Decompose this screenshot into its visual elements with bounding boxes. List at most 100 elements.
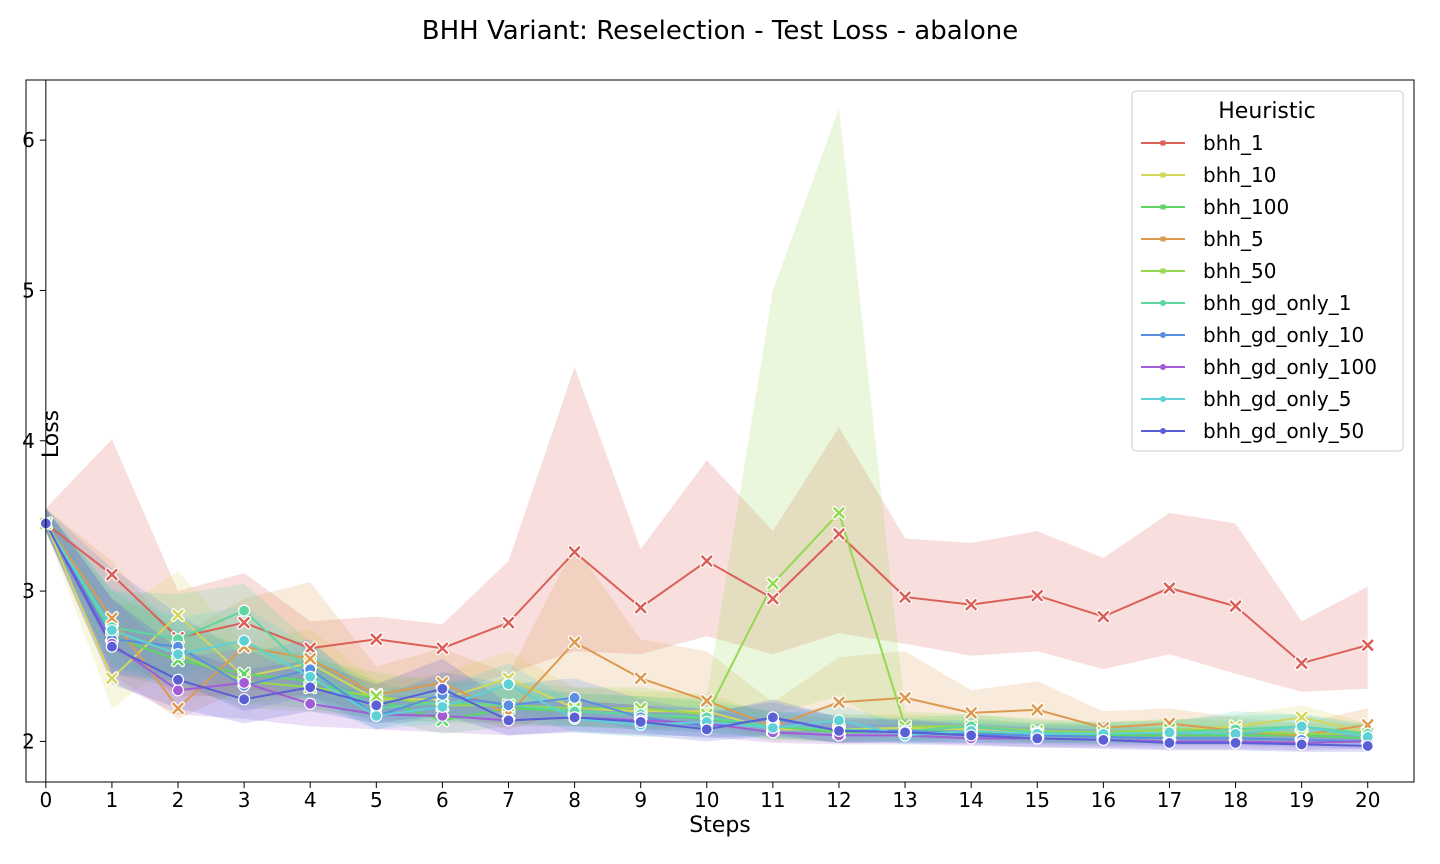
- x-tick-label-15: 15: [1025, 788, 1050, 812]
- y-tick-label-2: 2: [22, 729, 35, 753]
- legend-label-bhh_10: bhh_10: [1203, 163, 1277, 187]
- x-tick-label-8: 8: [568, 788, 581, 812]
- legend-marker-bhh_50: [1160, 268, 1166, 274]
- legend-marker-bhh_10: [1160, 172, 1166, 178]
- point-bhh_gd_only_100-4: [304, 697, 317, 710]
- x-axis-title: Steps: [689, 813, 751, 838]
- legend-marker-bhh_100: [1160, 204, 1166, 210]
- legend-title: Heuristic: [1218, 99, 1315, 124]
- legend-label-bhh_50: bhh_50: [1203, 259, 1277, 283]
- point-bhh_1-4: [303, 641, 318, 656]
- point-bhh_5-10: [699, 693, 714, 708]
- point-bhh_1-10: [699, 554, 714, 569]
- point-bhh_gd_only_5-6: [436, 700, 449, 713]
- x-tick-label-14: 14: [958, 788, 983, 812]
- chart-title: BHH Variant: Reselection - Test Loss - a…: [422, 16, 1019, 46]
- legend-marker-bhh_gd_only_1: [1160, 300, 1166, 306]
- x-tick-label-18: 18: [1223, 788, 1248, 812]
- point-bhh_1-14: [964, 597, 979, 612]
- point-bhh_gd_only_50-6: [436, 682, 449, 695]
- legend-marker-bhh_5: [1160, 236, 1166, 242]
- point-bhh_gd_only_5-17: [1163, 726, 1176, 739]
- legend-box: [1131, 90, 1404, 452]
- legend-label-bhh_gd_only_100: bhh_gd_only_100: [1203, 355, 1377, 379]
- point-bhh_5-14: [964, 705, 979, 720]
- point-bhh_gd_only_10-7: [502, 699, 515, 712]
- legend-entry-bhh_10: bhh_10: [1141, 163, 1277, 187]
- point-bhh_1-15: [1030, 588, 1045, 603]
- point-bhh_1-19: [1294, 656, 1309, 671]
- legend-marker-bhh_gd_only_50: [1160, 428, 1166, 434]
- point-bhh_gd_only_100-2: [171, 684, 185, 697]
- point-bhh_5-4: [303, 651, 318, 666]
- x-tick-label-12: 12: [826, 788, 851, 812]
- series-markers: [38, 505, 1375, 753]
- point-bhh_1-20: [1360, 638, 1375, 653]
- legend-label-bhh_1: bhh_1: [1203, 131, 1264, 155]
- point-bhh_gd_only_50-8: [568, 711, 581, 724]
- point-bhh_1-5: [369, 632, 384, 647]
- point-bhh_5-8: [567, 635, 582, 650]
- legend-label-bhh_100: bhh_100: [1203, 195, 1289, 219]
- band-bhh_gd_only_1: [45, 508, 1368, 743]
- legend-entry-bhh_1: bhh_1: [1141, 131, 1264, 155]
- x-axis-ticks: 0 1 2 3 4 5 6 7 8 9 10 11 12 13 14 15 16 17 18 19 20: [39, 782, 1380, 812]
- point-bhh_1-6: [435, 641, 450, 656]
- x-tick-label-6: 6: [436, 788, 449, 812]
- point-bhh_gd_only_50-16: [1097, 733, 1110, 747]
- x-tick-label-0: 0: [39, 788, 52, 812]
- legend-entry-bhh_5: bhh_5: [1141, 227, 1264, 251]
- point-bhh_gd_only_5-12: [832, 714, 846, 727]
- point-bhh_10-19: [1294, 710, 1309, 725]
- point-bhh_gd_only_5-7: [502, 678, 515, 691]
- x-tick-label-13: 13: [892, 788, 917, 812]
- point-bhh_gd_only_50-4: [304, 681, 317, 694]
- legend-marker-bhh_gd_only_5: [1160, 396, 1166, 402]
- point-bhh_gd_only_5-4: [304, 670, 317, 683]
- x-tick-label-10: 10: [694, 788, 719, 812]
- band-bhh_5: [45, 508, 1368, 745]
- point-bhh_gd_only_5-1: [105, 624, 119, 637]
- point-bhh_gd_only_10-8: [568, 691, 581, 704]
- point-bhh_gd_only_50-3: [238, 693, 251, 706]
- legend-marker-bhh_gd_only_100: [1160, 364, 1166, 370]
- point-bhh_gd_only_50-12: [832, 724, 846, 737]
- band-bhh_gd_only_50: [45, 508, 1368, 752]
- y-tick-label-4: 4: [22, 429, 35, 453]
- band-bhh_gd_only_5: [45, 508, 1368, 745]
- x-tick-label-17: 17: [1157, 788, 1182, 812]
- legend-marker-bhh_gd_only_10: [1160, 332, 1166, 338]
- legend-entry-bhh_gd_only_100: bhh_gd_only_100: [1141, 355, 1377, 379]
- point-bhh_1-8: [567, 545, 582, 560]
- point-bhh_gd_only_5-5: [370, 709, 383, 722]
- point-bhh_gd_only_50-14: [965, 729, 978, 742]
- legend-label-bhh_gd_only_1: bhh_gd_only_1: [1203, 291, 1351, 315]
- x-tick-label-4: 4: [304, 788, 317, 812]
- point-bhh_gd_only_5-19: [1295, 720, 1308, 733]
- point-bhh_gd_only_50-2: [171, 673, 185, 686]
- legend-label-bhh_5: bhh_5: [1203, 227, 1264, 251]
- x-tick-label-3: 3: [238, 788, 251, 812]
- point-bhh_5-15: [1030, 702, 1045, 717]
- point-bhh_1-12: [831, 526, 846, 541]
- point-bhh_1-18: [1228, 599, 1243, 614]
- point-bhh_gd_only_5-11: [766, 721, 779, 734]
- point-bhh_50-12: [831, 505, 846, 520]
- point-bhh_10-2: [171, 608, 186, 623]
- point-bhh_gd_only_5-2: [171, 648, 185, 661]
- point-bhh_1-1: [104, 567, 119, 582]
- y-axis-title: Loss: [39, 410, 64, 458]
- point-bhh_1-7: [501, 615, 516, 630]
- point-bhh_gd_only_50-11: [766, 711, 779, 724]
- x-tick-label-2: 2: [172, 788, 185, 812]
- x-tick-label-20: 20: [1355, 788, 1380, 812]
- point-bhh_gd_only_100-3: [238, 676, 251, 689]
- x-tick-label-7: 7: [502, 788, 515, 812]
- band-bhh_10: [45, 508, 1368, 743]
- band-bhh_1: [45, 367, 1368, 697]
- y-tick-label-6: 6: [22, 128, 35, 152]
- point-bhh_5-12: [831, 695, 846, 710]
- legend-entry-bhh_50: bhh_50: [1141, 259, 1277, 283]
- legend-label-bhh_gd_only_50: bhh_gd_only_50: [1203, 419, 1364, 443]
- point-bhh_1-11: [765, 591, 780, 606]
